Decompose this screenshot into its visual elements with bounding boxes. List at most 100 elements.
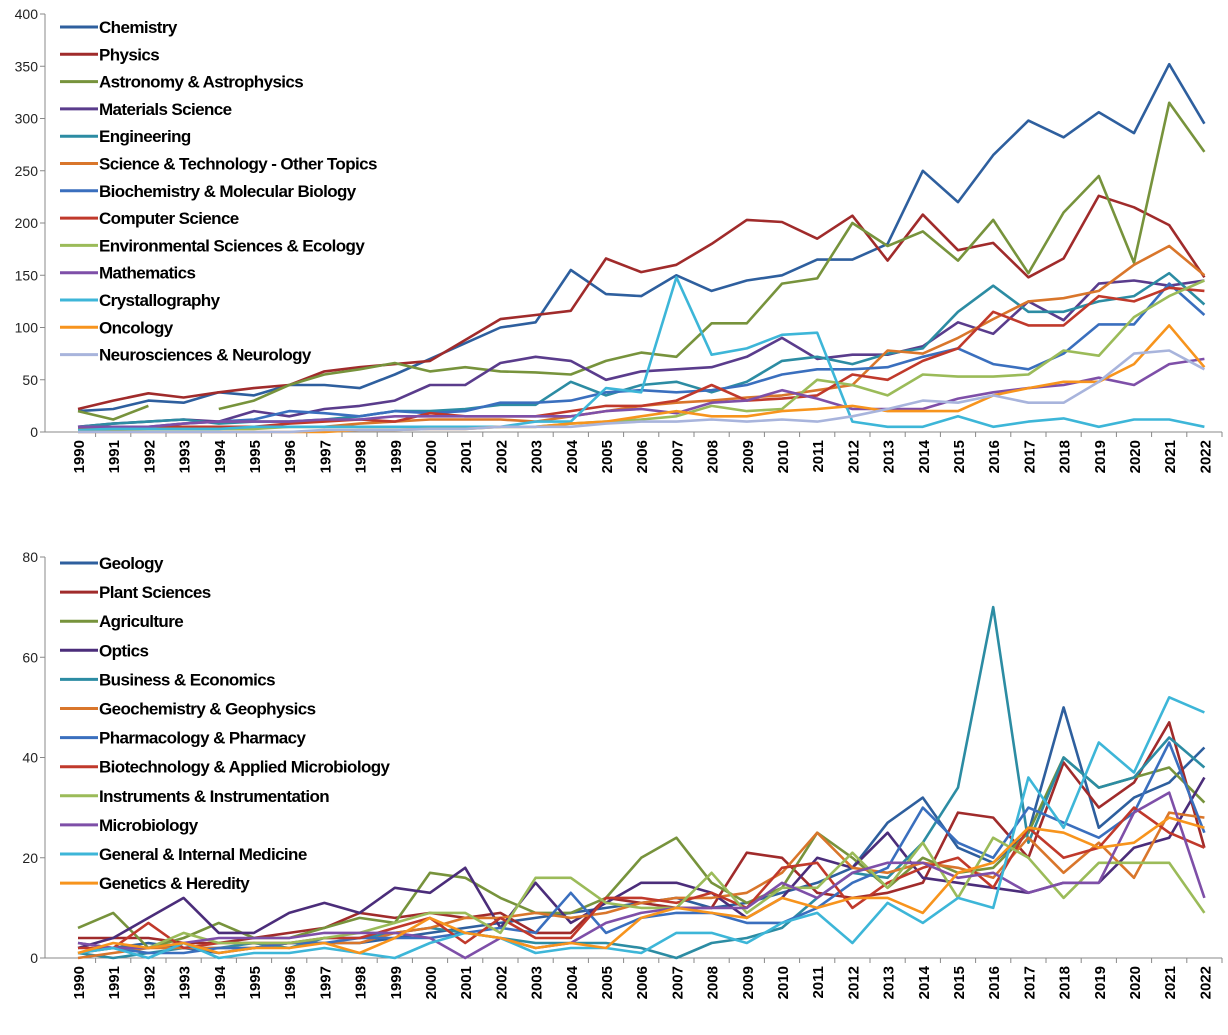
x-tick-label: 2022 [1197,966,1214,999]
x-tick-label: 2018 [1057,966,1074,999]
series-line [78,279,1205,432]
series-line [77,791,1206,960]
x-tick-label: 1993 [177,966,194,999]
x-tick-label: 2009 [740,440,757,473]
x-tick-label: 2016 [986,440,1003,473]
y-tick-label: 100 [15,320,39,336]
x-tick-label: 2016 [986,966,1003,999]
x-tick-label: 2007 [669,966,686,999]
series-line [77,816,1205,955]
x-tick-label: 2012 [845,966,862,999]
x-tick-label: 2020 [1127,966,1144,999]
series-line [77,776,1206,950]
y-tick-label: 300 [15,111,39,127]
legend-label: Biochemistry & Molecular Biology [99,182,357,201]
x-tick-label: 1997 [317,440,334,473]
series-line [77,194,1206,411]
x-tick-label: 2011 [810,966,827,999]
x-tick-label: 2002 [493,966,510,999]
legend-label: Computer Science [99,209,239,228]
x-tick-label: 2003 [529,440,546,473]
x-tick-label: 2015 [951,440,968,473]
x-tick-label: 2004 [564,439,581,473]
x-tick-label: 1992 [141,440,158,473]
y-tick-label: 80 [22,549,38,565]
x-tick-label: 1998 [353,440,370,473]
x-tick-label: 2009 [740,966,757,999]
x-tick-label: 1992 [141,966,158,999]
x-tick-label: 2005 [599,966,616,999]
x-tick-label: 1995 [247,440,264,473]
x-tick-label: 2017 [1021,440,1038,473]
legend-label: Plant Sciences [99,583,211,602]
x-tick-label: 1996 [282,966,299,999]
x-tick-label: 1996 [282,440,299,473]
series-line [78,324,1206,434]
legend-label: Chemistry [99,18,178,37]
x-tick-label: 2011 [810,440,827,473]
legend-label: Genetics & Heredity [99,874,250,893]
legend-label: Mathematics [99,264,196,283]
y-tick-label: 20 [22,850,38,866]
x-tick-label: 2019 [1092,440,1109,473]
x-tick-label: 1999 [388,966,405,999]
legend-label: Geology [99,554,164,573]
series-line [78,349,1206,434]
legend-label: General & Internal Medicine [99,845,307,864]
y-tick-label: 50 [22,372,38,388]
x-tick-label: 2020 [1127,440,1144,473]
legend-label: Biotechnology & Applied Microbiology [99,758,391,777]
x-tick-label: 1994 [212,439,229,473]
legend-label: Microbiology [99,816,199,835]
legend-label: Science & Technology - Other Topics [99,155,377,174]
x-tick-label: 2004 [564,965,581,999]
x-tick-label: 1995 [247,966,264,999]
legend-label: Crystallography [99,291,221,310]
x-tick-label: 1990 [71,440,88,473]
x-tick-label: 2018 [1057,440,1074,473]
x-tick-label: 2021 [1162,440,1179,473]
x-tick-label: 2014 [916,439,933,473]
x-tick-label: 2000 [423,440,440,473]
legend-label: Astronomy & Astrophysics [99,73,303,92]
y-tick-label: 150 [15,267,39,283]
x-tick-label: 2010 [775,966,792,999]
y-tick-label: 350 [15,58,39,74]
x-tick-label: 1998 [353,966,370,999]
x-tick-label: 2017 [1021,966,1038,999]
x-tick-label: 1991 [106,966,123,999]
x-tick-label: 1993 [177,440,194,473]
y-tick-label: 400 [15,6,39,22]
legend-label: Agriculture [99,612,183,631]
legend-label: Instruments & Instrumentation [99,787,329,806]
x-tick-label: 2008 [705,440,722,473]
y-tick-label: 60 [22,649,38,665]
x-tick-label: 2012 [845,440,862,473]
legend-label: Environmental Sciences & Ecology [99,236,365,255]
x-tick-label: 2019 [1092,966,1109,999]
x-tick-label: 2007 [669,440,686,473]
x-tick-label: 1999 [388,440,405,473]
x-tick-label: 2022 [1197,440,1214,473]
y-tick-label: 200 [15,215,39,231]
x-tick-label: 2015 [951,966,968,999]
series-line [77,276,1205,432]
x-tick-label: 2001 [458,966,475,999]
y-tick-label: 0 [30,424,38,440]
legend-label: Physics [99,45,159,64]
legend-label: Engineering [99,127,191,146]
y-tick-label: 40 [22,750,38,766]
x-tick-label: 2005 [599,440,616,473]
legend-label: Business & Economics [99,670,275,689]
legend-label: Oncology [99,318,174,337]
x-tick-label: 2021 [1162,966,1179,999]
x-tick-label: 2000 [423,966,440,999]
legend-label: Materials Science [99,100,232,119]
x-tick-label: 1991 [106,440,123,473]
legend-label: Geochemistry & Geophysics [99,700,316,719]
x-tick-label: 2002 [493,440,510,473]
x-tick-label: 1997 [317,966,334,999]
series-line [77,836,1206,955]
x-tick-label: 2008 [705,966,722,999]
